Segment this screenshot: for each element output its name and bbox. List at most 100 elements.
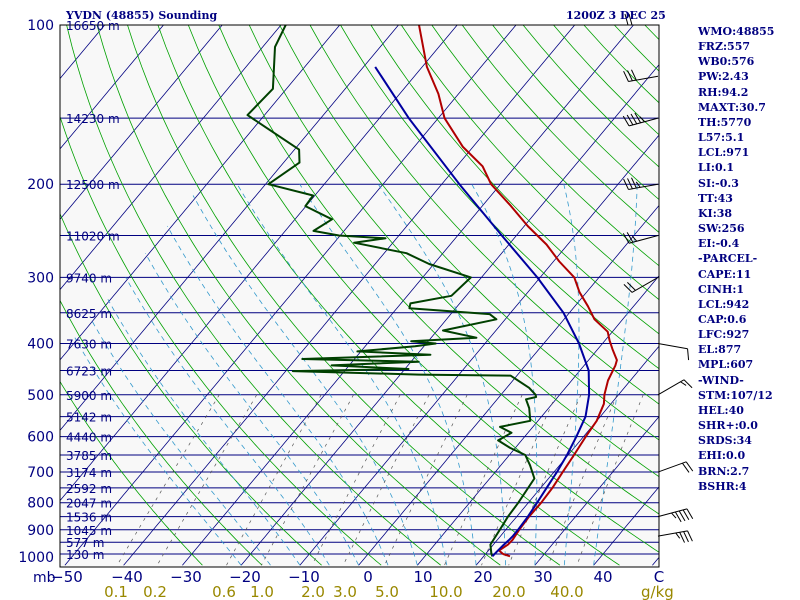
mixing-ratio-line: [481, 394, 557, 566]
mixing-ratio-tick-label: 20.0: [492, 583, 525, 600]
wind-barb-feather: [680, 381, 687, 386]
wind-barb-feather: [685, 461, 694, 472]
pressure-tick-label: 100: [27, 18, 54, 34]
moist-adiabat: [471, 184, 538, 566]
isotherm: [358, 204, 659, 566]
dry-adiabat: [248, 25, 659, 478]
wind-barb: [622, 232, 659, 244]
wind-barb-staff: [657, 530, 688, 537]
stat-line: WMO:48855: [698, 25, 775, 38]
height-label: 9740 m: [66, 271, 112, 285]
wind-barb-feather: [683, 379, 693, 389]
stat-line: -PARCEL-: [698, 252, 758, 266]
stat-line: EL:877: [698, 343, 742, 357]
isotherm: [299, 134, 659, 566]
mixing-ratio-tick-label: 3.0: [333, 583, 357, 600]
moist-adiabat: [192, 195, 418, 566]
dry-adiabat: [218, 25, 659, 515]
stat-line: SW:256: [698, 222, 745, 236]
stat-line: TT:43: [698, 191, 733, 205]
stat-line: PW:2.43: [698, 70, 749, 84]
wind-barb: [622, 112, 659, 127]
dry-adiabat: [60, 299, 263, 566]
height-label: 12500 m: [66, 178, 120, 192]
stat-line: STM:107/12: [698, 388, 773, 402]
wind-barb: [657, 461, 694, 473]
temperature-tick-label: −50: [51, 568, 83, 586]
mixing-ratio-line: [547, 394, 618, 566]
wind-barb: [624, 13, 658, 26]
wind-barb-feather: [683, 531, 689, 543]
wind-barb-staff: [628, 117, 659, 127]
dry-adiabat: [127, 25, 561, 566]
stat-line: WB0:576: [698, 55, 755, 69]
pressure-axis-label: mb: [33, 570, 56, 586]
mixing-ratio-line: [342, 394, 430, 566]
wind-barb-feather: [671, 512, 677, 519]
stat-line: BSHR:4: [698, 479, 747, 493]
wind-barb-feather: [627, 282, 636, 291]
wind-barb-feather: [634, 112, 642, 124]
temperature-tick-label: −40: [111, 568, 143, 586]
wind-barb-feather: [674, 511, 682, 523]
temperature-tick-label: 10: [413, 568, 432, 586]
mixing-ratio-tick-label: 0.1: [104, 583, 128, 600]
mixing-ratio-line: [384, 394, 468, 566]
wind-barb-feather: [627, 70, 633, 81]
stat-line: SI:-0.3: [698, 176, 739, 190]
wind-barb-feather: [630, 113, 638, 125]
wind-barb-feather: [623, 70, 629, 82]
dry-adiabat: [96, 25, 501, 566]
stat-line: MAXT:30.7: [698, 100, 766, 114]
stat-line: RH:94.2: [698, 85, 749, 99]
temperature-tick-label: C: [654, 568, 664, 586]
wind-barb-staff: [657, 461, 687, 473]
chart-title: YVDN (48855) Sounding: [66, 9, 218, 22]
height-label: 6723 m: [66, 365, 112, 379]
mixing-ratio-tick-label: 10.0: [429, 583, 462, 600]
wind-barb-feather: [686, 508, 694, 519]
moist-adiabat: [74, 337, 242, 566]
wind-barb: [657, 342, 690, 361]
moist-adiabat: [144, 253, 359, 566]
moist-adiabat: [167, 225, 389, 566]
height-label: 5900 m: [66, 389, 112, 403]
stat-line: EI:-0.4: [698, 237, 740, 251]
wind-barb: [657, 530, 693, 543]
parcel-line: [374, 66, 591, 557]
isotherm: [60, 25, 282, 291]
wind-barb-staff: [657, 508, 688, 518]
pressure-tick-label: 400: [27, 336, 54, 352]
isotherm: [60, 25, 341, 361]
height-label: 1045 m: [66, 524, 112, 538]
height-label: 3174 m: [66, 466, 112, 480]
wind-barb: [657, 508, 694, 523]
mixing-ratio-tick-label: 0.6: [212, 583, 236, 600]
isotherm: [60, 25, 399, 431]
wind-barb: [623, 177, 659, 190]
wind-barb-feather: [626, 232, 634, 243]
isotherm: [417, 275, 659, 566]
stat-line: BRN:2.7: [698, 464, 750, 478]
mixing-ratio-tick-label: 40.0: [550, 583, 583, 600]
height-label: 1536 m: [66, 511, 112, 525]
pressure-tick-label: 700: [27, 465, 54, 481]
dry-adiabat: [187, 25, 659, 553]
height-label: 16650 m: [66, 19, 120, 33]
wind-barb-feather: [628, 13, 633, 26]
dry-adiabat: [400, 25, 659, 301]
moist-adiabat: [90, 319, 271, 566]
stat-line: SRDS:34: [698, 434, 752, 448]
stat-line: LFC:927: [698, 328, 750, 342]
pressure-tick-label: 900: [27, 523, 54, 539]
mixing-ratio-tick-label: 1.0: [250, 583, 274, 600]
wind-barb-feather: [687, 348, 690, 361]
wind-barb-staff: [657, 379, 685, 396]
stat-line: CINH:1: [698, 282, 745, 296]
wind-barb-feather: [631, 69, 637, 81]
height-label: 8625 m: [66, 307, 112, 321]
wind-barb: [623, 276, 659, 293]
height-label: 577 m: [66, 536, 104, 550]
wind-barb-staff: [628, 183, 659, 190]
